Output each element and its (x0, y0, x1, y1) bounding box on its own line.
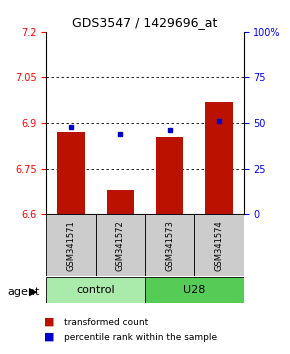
Bar (156, 137, 183, 214)
Text: GSM341572: GSM341572 (116, 220, 125, 270)
Text: control: control (76, 285, 115, 295)
Text: GSM341573: GSM341573 (165, 220, 174, 270)
FancyBboxPatch shape (194, 214, 244, 276)
Text: transformed count: transformed count (64, 318, 148, 327)
Bar (107, 190, 134, 214)
FancyBboxPatch shape (145, 277, 244, 303)
Text: ■: ■ (44, 332, 54, 342)
Text: ▶: ▶ (29, 287, 38, 297)
FancyBboxPatch shape (46, 277, 145, 303)
Text: GSM341574: GSM341574 (214, 220, 224, 270)
FancyBboxPatch shape (145, 214, 194, 276)
Text: agent: agent (7, 287, 40, 297)
FancyBboxPatch shape (46, 214, 96, 276)
Text: U28: U28 (183, 285, 206, 295)
Text: ■: ■ (44, 317, 54, 327)
Text: GDS3547 / 1429696_at: GDS3547 / 1429696_at (72, 16, 218, 29)
Text: GSM341571: GSM341571 (66, 220, 76, 270)
Bar (57, 132, 85, 214)
Bar (205, 102, 233, 214)
Text: percentile rank within the sample: percentile rank within the sample (64, 332, 217, 342)
FancyBboxPatch shape (96, 214, 145, 276)
